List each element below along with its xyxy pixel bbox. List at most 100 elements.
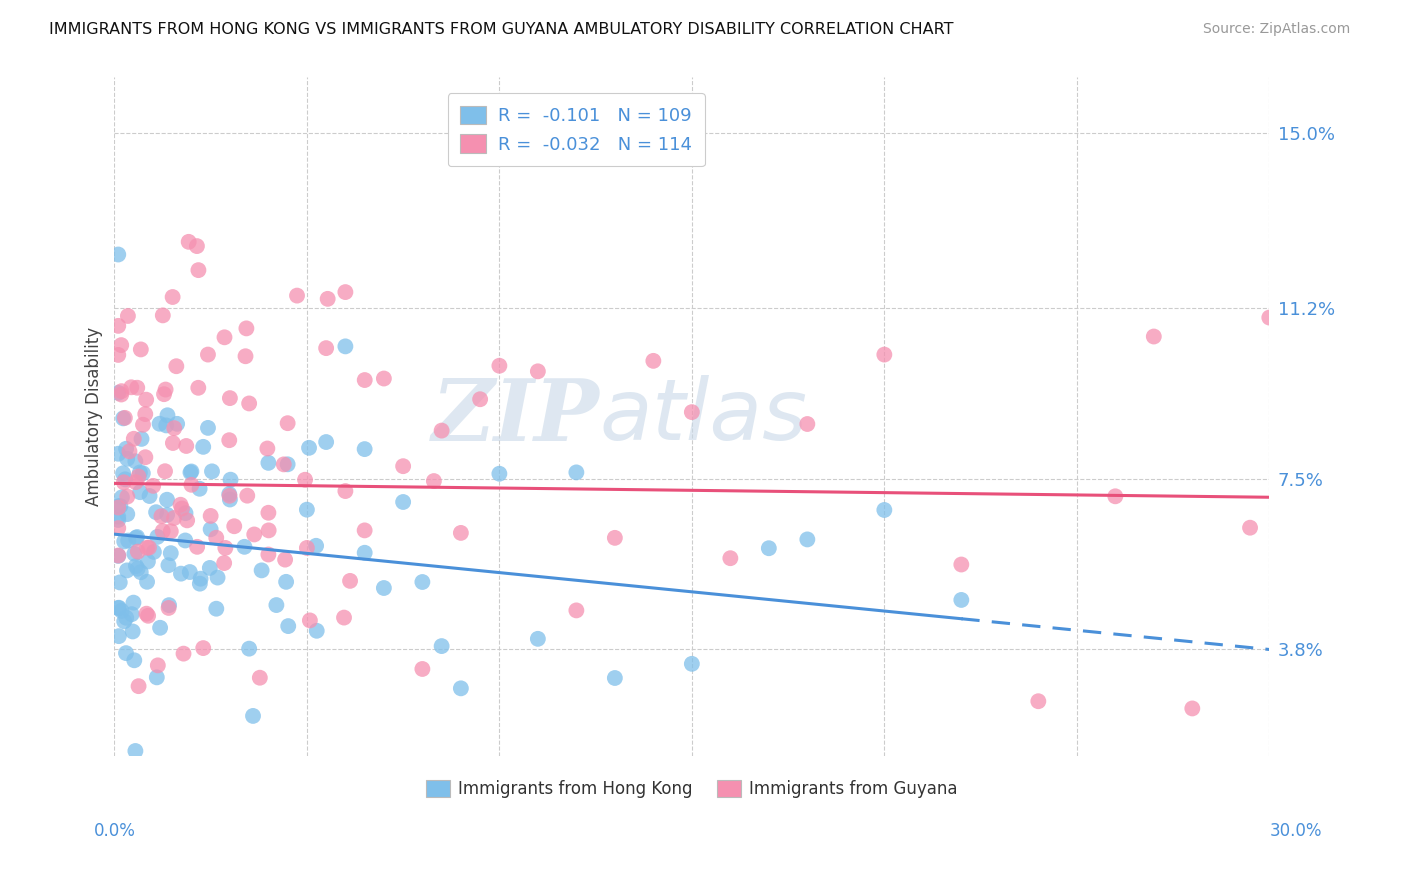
Point xyxy=(150,509,173,524)
Point xyxy=(157,558,180,573)
Point xyxy=(108,575,131,590)
Point xyxy=(107,500,129,514)
Point xyxy=(117,507,139,521)
Point xyxy=(136,541,159,555)
Point xyxy=(212,556,235,570)
Point xyxy=(156,492,179,507)
Point xyxy=(205,531,228,545)
Point xyxy=(138,541,160,555)
Point xyxy=(156,508,179,522)
Point xyxy=(108,629,131,643)
Point xyxy=(236,489,259,503)
Point xyxy=(430,424,453,438)
Point xyxy=(155,383,177,397)
Point xyxy=(145,505,167,519)
Point xyxy=(127,530,149,544)
Point xyxy=(115,611,138,625)
Point xyxy=(110,338,132,352)
Point xyxy=(333,610,356,624)
Point xyxy=(1026,694,1049,708)
Point xyxy=(125,558,148,573)
Point xyxy=(129,343,152,357)
Point xyxy=(152,309,174,323)
Point xyxy=(152,524,174,538)
Point xyxy=(335,285,357,299)
Point xyxy=(121,624,143,639)
Point xyxy=(107,348,129,362)
Point xyxy=(180,477,202,491)
Point xyxy=(153,387,176,401)
Point xyxy=(107,500,129,515)
Point xyxy=(718,551,741,566)
Point xyxy=(162,290,184,304)
Point xyxy=(315,435,337,450)
Point xyxy=(298,614,321,628)
Point xyxy=(219,492,242,507)
Point xyxy=(950,558,973,572)
Point xyxy=(315,341,337,355)
Text: 30.0%: 30.0% xyxy=(1270,822,1323,840)
Point xyxy=(157,601,180,615)
Point xyxy=(146,670,169,684)
Point xyxy=(170,501,193,516)
Point xyxy=(118,444,141,458)
Point xyxy=(112,475,135,490)
Point xyxy=(146,530,169,544)
Point xyxy=(373,581,395,595)
Point xyxy=(353,373,375,387)
Point xyxy=(107,447,129,461)
Point xyxy=(107,549,129,563)
Point xyxy=(257,524,280,538)
Point xyxy=(277,416,299,430)
Point xyxy=(257,456,280,470)
Point xyxy=(162,436,184,450)
Point xyxy=(873,503,896,517)
Point xyxy=(107,385,129,400)
Point xyxy=(134,407,156,421)
Point xyxy=(295,502,318,516)
Point xyxy=(305,624,328,638)
Point xyxy=(142,545,165,559)
Point xyxy=(129,485,152,500)
Point xyxy=(108,600,131,615)
Text: Source: ZipAtlas.com: Source: ZipAtlas.com xyxy=(1202,22,1350,37)
Y-axis label: Ambulatory Disability: Ambulatory Disability xyxy=(86,327,103,506)
Point xyxy=(235,349,257,363)
Point xyxy=(1104,489,1126,503)
Point xyxy=(134,450,156,465)
Point xyxy=(146,658,169,673)
Point xyxy=(142,479,165,493)
Point xyxy=(250,563,273,577)
Point xyxy=(224,519,246,533)
Point xyxy=(110,499,132,513)
Point xyxy=(257,548,280,562)
Point xyxy=(112,467,135,481)
Point xyxy=(219,391,242,405)
Point xyxy=(163,421,186,435)
Point xyxy=(198,561,221,575)
Point xyxy=(197,347,219,361)
Point xyxy=(335,339,357,353)
Point xyxy=(1258,310,1281,325)
Point xyxy=(681,405,703,419)
Point xyxy=(339,574,361,588)
Point xyxy=(257,506,280,520)
Point xyxy=(187,263,209,277)
Point xyxy=(114,410,136,425)
Point xyxy=(174,533,197,548)
Point xyxy=(219,473,242,487)
Point xyxy=(132,417,155,432)
Point xyxy=(488,359,510,373)
Point xyxy=(643,354,665,368)
Point xyxy=(114,472,136,486)
Point xyxy=(177,235,200,249)
Point xyxy=(124,653,146,667)
Point xyxy=(411,662,433,676)
Point xyxy=(188,482,211,496)
Point xyxy=(155,418,177,433)
Point xyxy=(565,603,588,617)
Point xyxy=(149,417,172,431)
Point xyxy=(112,615,135,629)
Point xyxy=(200,522,222,536)
Point xyxy=(186,239,208,253)
